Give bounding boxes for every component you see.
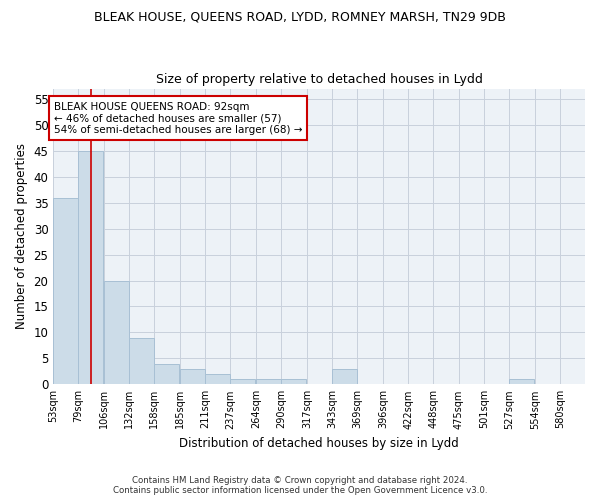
Bar <box>230 379 255 384</box>
Text: BLEAK HOUSE QUEENS ROAD: 92sqm
← 46% of detached houses are smaller (57)
54% of : BLEAK HOUSE QUEENS ROAD: 92sqm ← 46% of … <box>54 102 302 134</box>
Bar <box>104 280 129 384</box>
Title: Size of property relative to detached houses in Lydd: Size of property relative to detached ho… <box>156 73 482 86</box>
Bar <box>180 368 205 384</box>
X-axis label: Distribution of detached houses by size in Lydd: Distribution of detached houses by size … <box>179 437 459 450</box>
Y-axis label: Number of detached properties: Number of detached properties <box>15 144 28 330</box>
Bar <box>205 374 230 384</box>
Bar <box>53 198 78 384</box>
Bar <box>281 379 306 384</box>
Bar <box>154 364 179 384</box>
Bar <box>129 338 154 384</box>
Bar <box>256 379 281 384</box>
Bar <box>78 151 103 384</box>
Bar <box>332 368 357 384</box>
Text: Contains HM Land Registry data © Crown copyright and database right 2024.
Contai: Contains HM Land Registry data © Crown c… <box>113 476 487 495</box>
Bar <box>509 379 534 384</box>
Text: BLEAK HOUSE, QUEENS ROAD, LYDD, ROMNEY MARSH, TN29 9DB: BLEAK HOUSE, QUEENS ROAD, LYDD, ROMNEY M… <box>94 10 506 23</box>
